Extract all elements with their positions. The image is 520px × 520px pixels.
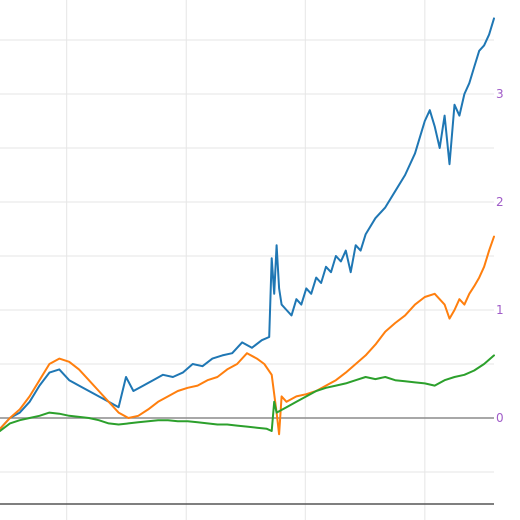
y-tick-label-0: 0 xyxy=(496,411,504,425)
y-axis-ticks: 0 1 2 3 xyxy=(496,87,504,425)
series-line-2 xyxy=(0,354,495,432)
series-line-0 xyxy=(0,17,495,430)
y-tick-label-2: 2 xyxy=(496,195,504,209)
series-group xyxy=(0,17,495,436)
series-line-1 xyxy=(0,235,495,436)
grid xyxy=(0,0,494,520)
y-tick-label-1: 1 xyxy=(496,303,504,317)
y-tick-label-3: 3 xyxy=(496,87,504,101)
